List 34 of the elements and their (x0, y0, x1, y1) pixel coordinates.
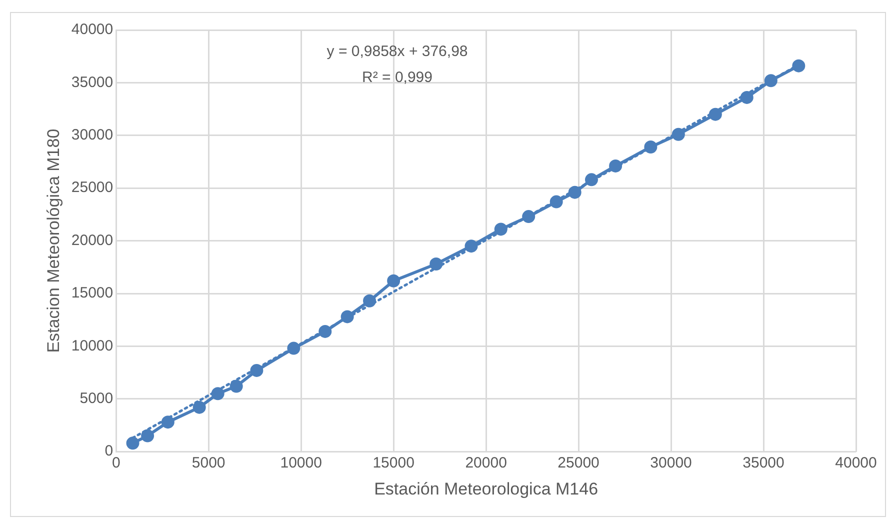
point (161, 416, 174, 429)
point (740, 90, 754, 104)
point (430, 257, 443, 270)
x-tick-label: 15000 (372, 454, 414, 472)
point (192, 400, 206, 414)
y-tick-label: 15000 (71, 284, 114, 302)
y-tick-label: 35000 (71, 74, 114, 91)
y-axis-title: Estacion Meteorológica M180 (44, 128, 63, 353)
point (318, 324, 332, 338)
point (792, 59, 806, 72)
y-tick-label: 40000 (71, 21, 114, 38)
x-tick-label: 25000 (558, 454, 600, 472)
x-tick-label: 30000 (650, 454, 692, 472)
x-tick-label: 20000 (465, 454, 507, 472)
y-tick-label: 25000 (71, 179, 114, 196)
point (387, 274, 400, 288)
y-tick-label: 10000 (71, 337, 114, 354)
point (230, 380, 243, 393)
x-tick-label: 10000 (280, 454, 322, 472)
point (126, 436, 140, 450)
point (522, 210, 536, 224)
y-tick-label: 0 (104, 442, 114, 460)
x-tick-label: 5000 (192, 454, 226, 472)
x-tick-label: 35000 (742, 454, 784, 472)
point (363, 294, 376, 308)
x-axis-title: Estación Meteorologica M146 (374, 479, 598, 498)
y-tick-label: 5000 (80, 390, 114, 408)
annotation: y = 0,9858x + 376,98 (326, 43, 468, 60)
point (141, 429, 154, 442)
x-tick-label: 40000 (835, 454, 877, 472)
y-tick-label: 30000 (71, 126, 114, 144)
y-tick-label: 20000 (71, 232, 114, 249)
annotation: R² = 0,999 (362, 69, 433, 86)
point (211, 387, 224, 400)
